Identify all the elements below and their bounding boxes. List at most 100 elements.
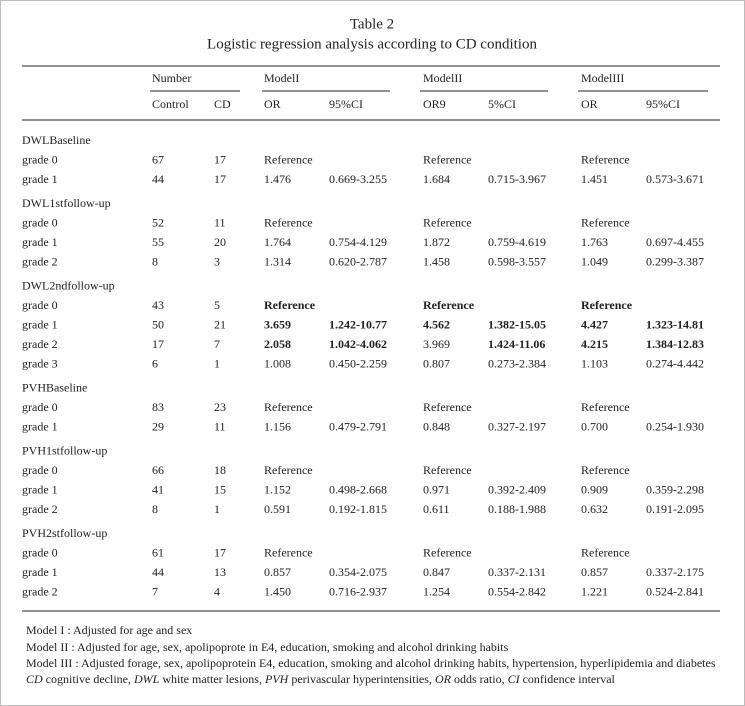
cell: 5	[214, 298, 220, 312]
table-subtitle: Logistic regression analysis according t…	[207, 36, 537, 52]
table-title: Table 2	[350, 16, 394, 32]
cell: 0.337-2.131	[488, 565, 546, 579]
section-label: PVH2stfollow-up	[22, 526, 107, 540]
group-header: ModelIII	[581, 71, 624, 85]
footnote-part: CI	[508, 672, 521, 686]
row-label: grade 0	[22, 400, 58, 414]
cell: 0.759-4.619	[488, 235, 546, 249]
cell: 17	[214, 152, 226, 166]
footnote-part: Model II : Adjusted for age, sex, apolip…	[26, 640, 509, 654]
cell: 1.008	[264, 356, 291, 370]
cell: 1.458	[423, 254, 450, 268]
cell: Reference	[423, 400, 472, 414]
cell: Reference	[581, 215, 630, 229]
cell: 1.384-12.83	[646, 337, 704, 351]
cell: 8	[152, 254, 158, 268]
cell: 52	[152, 215, 164, 229]
footnote-part: confidence interval	[520, 672, 616, 686]
cell: Reference	[264, 463, 313, 477]
cell: 1.382-15.05	[488, 317, 546, 331]
cell: Reference	[264, 545, 313, 559]
column-header: Control	[152, 97, 189, 111]
footnote-part: OR	[435, 672, 452, 686]
cell: 0.450-2.259	[329, 356, 387, 370]
cell: 1.450	[264, 584, 291, 598]
cell: 0.192-1.815	[329, 502, 387, 516]
column-header: OR	[264, 97, 281, 111]
cell: 0.857	[264, 565, 291, 579]
cell: 0.327-2.197	[488, 419, 546, 433]
cell: 0.611	[423, 502, 450, 516]
cell: 1.451	[581, 172, 608, 186]
cell: 83	[152, 400, 164, 414]
cell: 20	[214, 235, 226, 249]
row-label: grade 0	[22, 298, 58, 312]
cell: 0.848	[423, 419, 450, 433]
cell: Reference	[581, 152, 630, 166]
row-label: grade 1	[22, 419, 58, 433]
cell: 0.857	[581, 565, 608, 579]
cell: Reference	[423, 545, 472, 559]
cell: 15	[214, 482, 226, 496]
cell: Reference	[581, 463, 630, 477]
row-label: grade 0	[22, 463, 58, 477]
column-header: CD	[214, 97, 231, 111]
cell: 3.969	[423, 337, 450, 351]
footnote: Model I : Adjusted for age and sex	[26, 623, 192, 637]
cell: 0.299-3.387	[646, 254, 704, 268]
cell: 4.562	[423, 317, 450, 331]
cell: Reference	[264, 298, 316, 312]
cell: 0.254-1.930	[646, 419, 704, 433]
cell: 7	[152, 584, 158, 598]
cell: 0.715-3.967	[488, 172, 546, 186]
cell: 1.254	[423, 584, 450, 598]
cell: 0.479-2.791	[329, 419, 387, 433]
footnote-part: white matter lesions,	[159, 672, 265, 686]
cell: 43	[152, 298, 164, 312]
footnote-part: Model I : Adjusted for age and sex	[26, 623, 192, 637]
cell: 61	[152, 545, 164, 559]
cell: 0.554-2.842	[488, 584, 546, 598]
cell: 0.573-3.671	[646, 172, 704, 186]
cell: 29	[152, 419, 164, 433]
cell: 11	[214, 215, 226, 229]
cell: 4	[214, 584, 220, 598]
cell: 17	[214, 545, 226, 559]
cell: 1.314	[264, 254, 291, 268]
cell: 21	[214, 317, 226, 331]
cell: 0.273-2.384	[488, 356, 546, 370]
row-label: grade 1	[22, 172, 58, 186]
cell: 0.188-1.988	[488, 502, 546, 516]
cell: 6	[152, 356, 158, 370]
column-header: OR9	[423, 97, 446, 111]
group-header: ModelII	[423, 71, 462, 85]
cell: 0.632	[581, 502, 608, 516]
cell: 1	[214, 356, 220, 370]
cell: Reference	[581, 545, 630, 559]
cell: 2.058	[264, 337, 291, 351]
cell: 0.909	[581, 482, 608, 496]
cell: 0.274-4.442	[646, 356, 704, 370]
cell: 13	[214, 565, 226, 579]
footnote: CD cognitive decline, DWL white matter l…	[26, 672, 616, 686]
cell: 1.242-10.77	[329, 317, 387, 331]
cell: 0.392-2.409	[488, 482, 546, 496]
footnote: Model III : Adjusted forage, sex, apolip…	[26, 656, 716, 670]
cell: 23	[214, 400, 226, 414]
cell: 0.754-4.129	[329, 235, 387, 249]
cell: Reference	[264, 400, 313, 414]
cell: 11	[214, 419, 226, 433]
footnote-part: DWL	[133, 672, 160, 686]
row-label: grade 0	[22, 545, 58, 559]
section-label: DWL1stfollow-up	[22, 196, 111, 210]
row-label: grade 1	[22, 482, 58, 496]
cell: 0.354-2.075	[329, 565, 387, 579]
cell: Reference	[423, 463, 472, 477]
cell: 55	[152, 235, 164, 249]
cell: 0.191-2.095	[646, 502, 704, 516]
cell: 1	[214, 502, 220, 516]
cell: 1.049	[581, 254, 608, 268]
cell: 1.221	[581, 584, 608, 598]
cell: Reference	[264, 152, 313, 166]
